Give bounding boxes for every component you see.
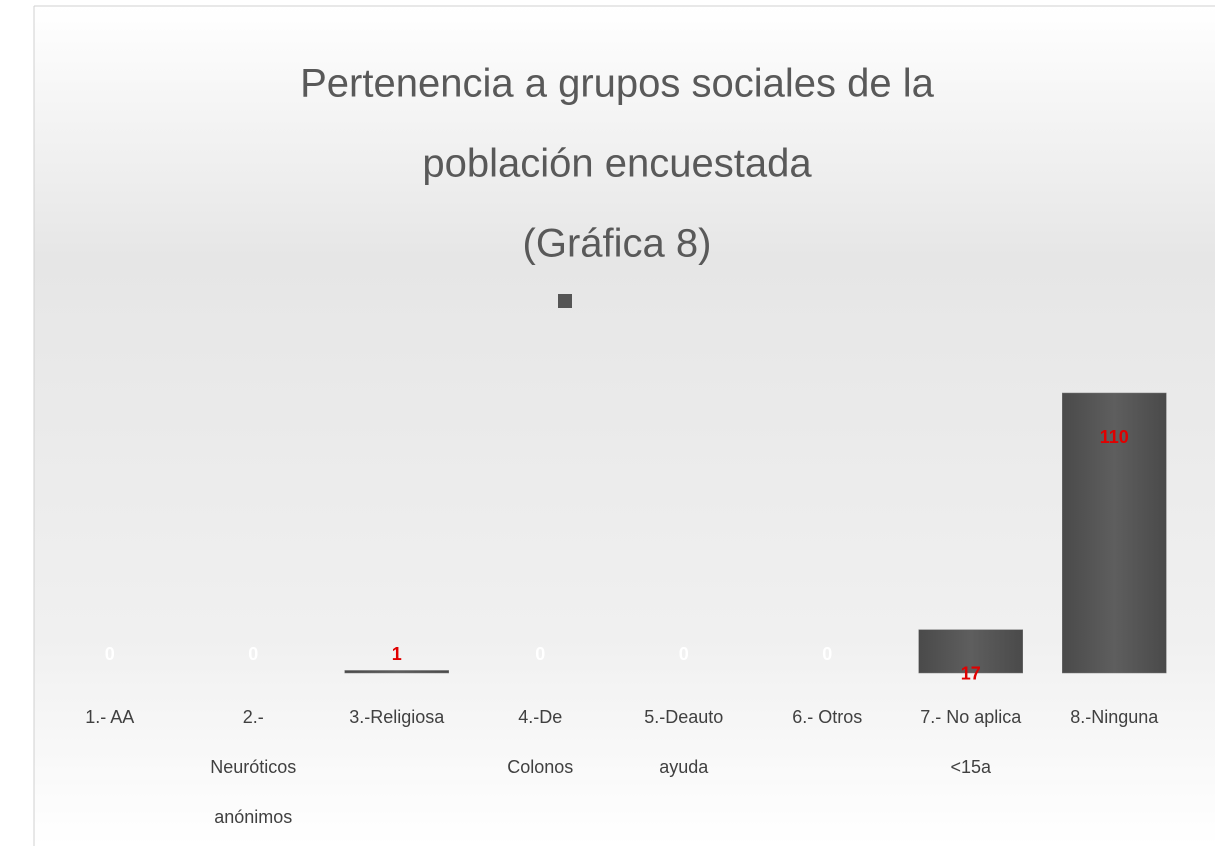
x-tick-label: 3.-Religiosa — [349, 707, 445, 727]
data-label: 0 — [105, 644, 115, 664]
data-label: 1 — [392, 644, 402, 664]
x-tick-label: Neuróticos — [210, 757, 296, 777]
x-tick-label: 6.- Otros — [792, 707, 862, 727]
data-label: 110 — [1100, 427, 1129, 447]
data-label: 0 — [248, 644, 258, 664]
x-tick-label: 5.-Deauto — [644, 707, 723, 727]
data-label: 0 — [679, 644, 689, 664]
x-tick-label: 8.-Ninguna — [1070, 707, 1159, 727]
x-tick-label: ayuda — [659, 757, 709, 777]
x-tick-label: 2.- — [243, 707, 264, 727]
x-tick-label: Colonos — [507, 757, 573, 777]
x-tick-label: 1.- AA — [85, 707, 134, 727]
x-tick-label: 7.- No aplica — [920, 707, 1022, 727]
bar — [344, 670, 449, 674]
bar — [1062, 392, 1167, 674]
chart-title: población encuestada — [422, 142, 812, 186]
data-label: 0 — [822, 644, 832, 664]
data-label: 0 — [535, 644, 545, 664]
x-tick-label: anónimos — [214, 807, 292, 827]
legend-marker — [558, 294, 572, 308]
x-tick-label: 4.-De — [518, 707, 562, 727]
x-tick-label: <15a — [950, 757, 992, 777]
data-label: 17 — [961, 663, 981, 683]
bar — [918, 629, 1023, 674]
chart-title: Pertenencia a grupos sociales de la — [300, 62, 934, 106]
chart-title: (Gráfica 8) — [523, 222, 712, 266]
plot-background — [34, 6, 1215, 846]
